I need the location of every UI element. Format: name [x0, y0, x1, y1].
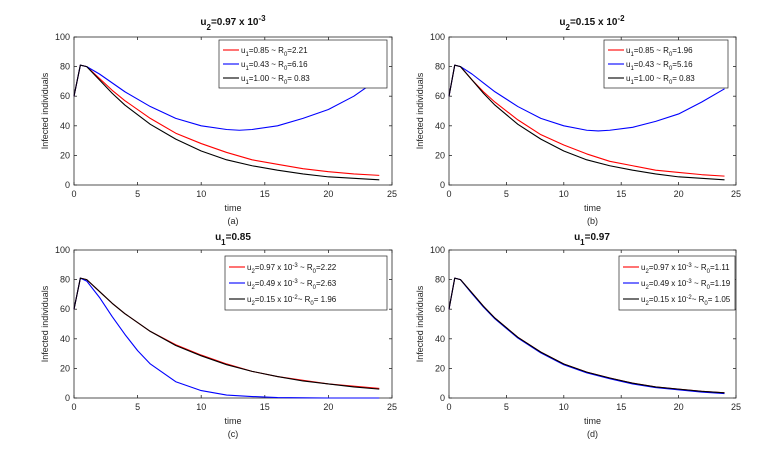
y-tick-label: 60 — [60, 304, 70, 314]
y-tick-label: 20 — [435, 363, 445, 373]
x-axis-label: time — [584, 416, 601, 426]
x-axis-label: time — [224, 203, 241, 213]
y-tick-label: 60 — [435, 91, 445, 101]
panel-caption: (c) — [228, 429, 239, 439]
y-tick-label: 40 — [435, 334, 445, 344]
legend-box — [218, 39, 388, 89]
series-line-2 — [73, 64, 380, 131]
legend-entry: u1=0.43 ~ R0=6.16 — [241, 60, 308, 72]
series-line-3 — [448, 64, 725, 181]
chart-title: u2=0.15 x 10-2 — [559, 14, 625, 32]
x-axis-label: time — [224, 416, 241, 426]
chart-panel-1: 0 5 10 15 20 25 0 20 40 60 80 100 time Infected indiv… — [40, 14, 397, 227]
y-tick-label: 0 — [440, 180, 445, 190]
series-line-3 — [73, 277, 380, 390]
legend-entry: u2=0.49 x 10-3 ~ R0=2.63 — [247, 279, 337, 291]
y-tick-label: 0 — [440, 393, 445, 403]
series-line-2 — [73, 277, 380, 399]
legend-entry: u2=0.97 x 10-3 ~ R0=1.11 — [641, 263, 730, 275]
chart-title: u2=0.97 x 10-3 — [200, 14, 266, 32]
x-tick-label: 0 — [446, 402, 451, 412]
y-tick-label: 40 — [60, 121, 70, 131]
legend-entry: u2=0.49 x 10-3 ~ R0=1.19 — [641, 279, 731, 291]
y-tick-label: 60 — [60, 91, 70, 101]
chart-panel-4: 0 5 10 15 20 25 0 20 40 60 80 100 time Infected indiv… — [415, 232, 741, 439]
legend-entry: u1=0.85 ~ R0=2.21 — [241, 46, 308, 58]
legend-entry: u1=0.85 ~ R0=1.96 — [626, 46, 693, 58]
legend-box — [603, 39, 729, 89]
legend-entry: u2=0.97 x 10-3 ~ R0=2.22 — [247, 263, 337, 275]
x-tick-label: 25 — [387, 402, 397, 412]
y-tick-label: 80 — [435, 275, 445, 285]
y-tick-label: 20 — [435, 150, 445, 160]
chart-title: u1=0.85 — [215, 232, 251, 247]
chart-panel-2: 0 5 10 15 20 25 0 20 40 60 80 100 time Infected indiv… — [415, 14, 741, 227]
x-tick-label: 10 — [559, 189, 569, 199]
y-tick-label: 100 — [430, 245, 445, 255]
y-tick-label: 40 — [60, 334, 70, 344]
x-tick-label: 25 — [731, 189, 741, 199]
series-line-2 — [448, 64, 725, 132]
legend-entry: u2=0.15 x 10-2~ R0= 1.05 — [641, 295, 731, 307]
x-tick-label: 20 — [323, 402, 333, 412]
x-tick-label: 25 — [387, 189, 397, 199]
series-line-3 — [73, 64, 380, 181]
y-tick-label: 20 — [60, 150, 70, 160]
x-tick-label: 5 — [504, 402, 509, 412]
y-axis-label: Infected individuals — [40, 285, 50, 362]
y-tick-label: 60 — [435, 304, 445, 314]
x-tick-label: 20 — [323, 189, 333, 199]
y-tick-label: 100 — [430, 32, 445, 42]
y-axis-label: Infected individuals — [415, 72, 425, 149]
panel-caption: (a) — [228, 216, 239, 226]
x-tick-label: 25 — [731, 402, 741, 412]
x-tick-label: 0 — [71, 402, 76, 412]
y-tick-label: 80 — [60, 62, 70, 72]
x-tick-label: 10 — [196, 402, 206, 412]
legend-box — [224, 255, 388, 311]
y-tick-label: 100 — [55, 32, 70, 42]
x-tick-label: 10 — [196, 189, 206, 199]
x-tick-label: 20 — [674, 402, 684, 412]
x-tick-label: 15 — [260, 189, 270, 199]
chart-panel-3: 0 5 10 15 20 25 0 20 40 60 80 100 time Infected indiv… — [40, 232, 397, 439]
chart-title: u1=0.97 — [574, 232, 610, 247]
panel-caption: (b) — [587, 216, 598, 226]
y-tick-label: 40 — [435, 121, 445, 131]
x-tick-label: 15 — [616, 402, 626, 412]
x-tick-label: 15 — [260, 402, 270, 412]
legend-entry: u1=1.00 ~ R0= 0.83 — [241, 74, 310, 86]
y-tick-label: 0 — [65, 180, 70, 190]
y-tick-label: 20 — [60, 363, 70, 373]
y-tick-label: 80 — [60, 275, 70, 285]
x-tick-label: 10 — [559, 402, 569, 412]
x-tick-label: 15 — [616, 189, 626, 199]
x-tick-label: 5 — [504, 189, 509, 199]
x-tick-label: 5 — [135, 189, 140, 199]
series-line-3 — [448, 277, 725, 394]
x-axis-label: time — [584, 203, 601, 213]
legend-entry: u1=1.00 ~ R0= 0.83 — [626, 74, 695, 86]
legend-entry: u2=0.15 x 10-2~ R0= 1.96 — [247, 295, 337, 307]
x-tick-label: 0 — [71, 189, 76, 199]
x-tick-label: 5 — [135, 402, 140, 412]
x-tick-label: 0 — [446, 189, 451, 199]
y-tick-label: 80 — [435, 62, 445, 72]
y-axis-label: Infected individuals — [415, 285, 425, 362]
legend-entry: u1=0.43 ~ R0=5.16 — [626, 60, 693, 72]
x-tick-label: 20 — [674, 189, 684, 199]
y-tick-label: 100 — [55, 245, 70, 255]
y-axis-label: Infected individuals — [40, 72, 50, 149]
panel-caption: (d) — [587, 429, 598, 439]
y-tick-label: 0 — [65, 393, 70, 403]
